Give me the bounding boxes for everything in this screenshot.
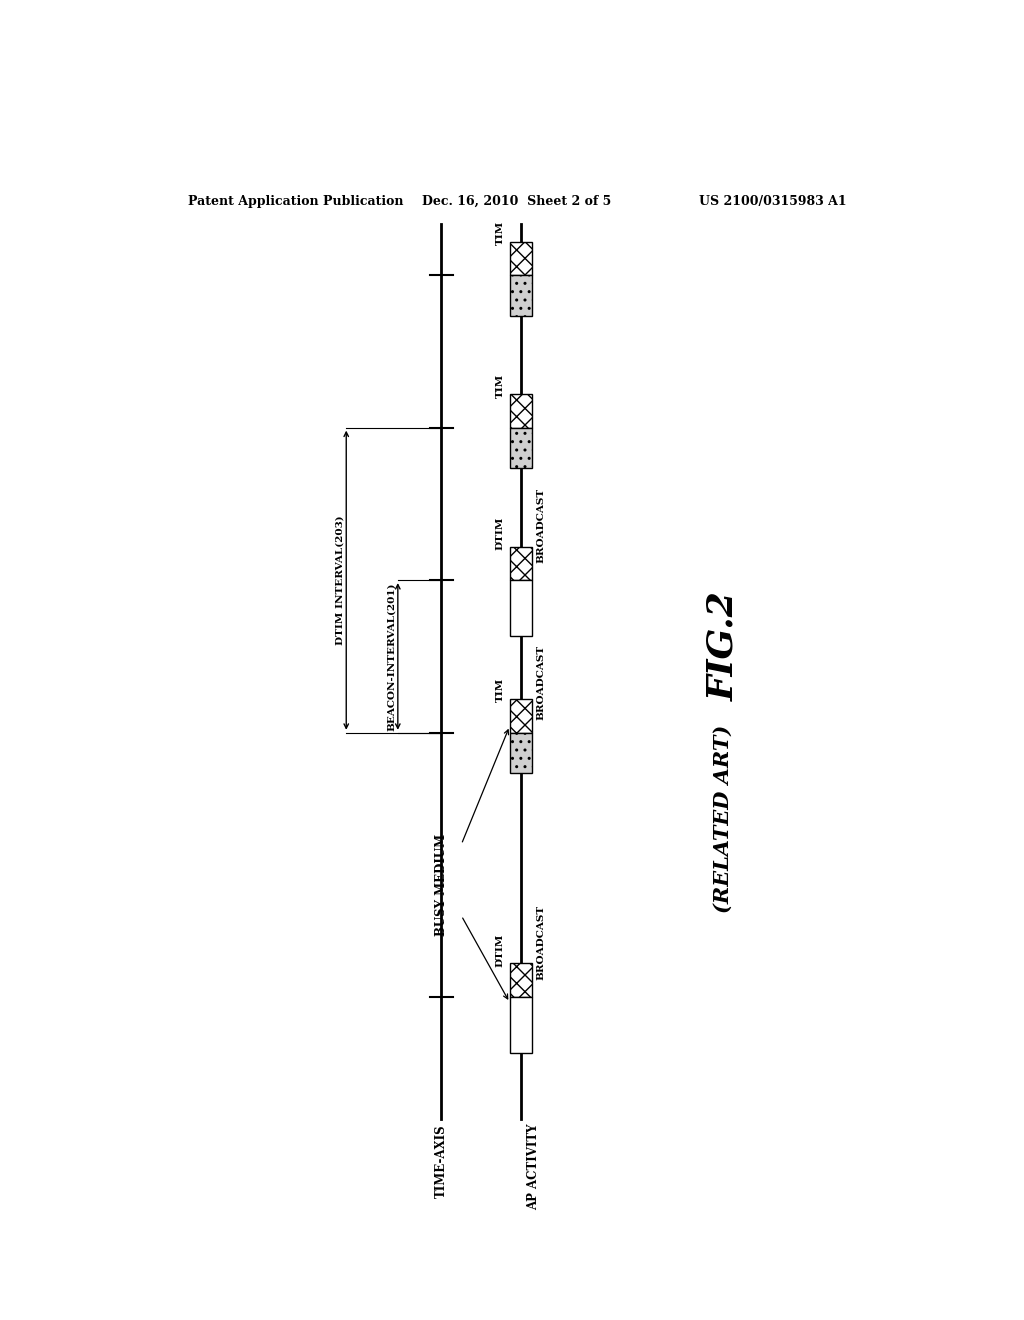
Text: BROADCAST: BROADCAST [537,488,546,564]
Bar [510,733,531,774]
Text: Patent Application Publication: Patent Application Publication [187,194,403,207]
Bar [510,581,531,636]
Text: TIM: TIM [496,374,505,397]
Bar [510,546,531,581]
Bar [510,700,531,733]
Text: BEACON-INTERVAL(201): BEACON-INTERVAL(201) [387,582,396,731]
Text: BROADCAST: BROADCAST [537,645,546,721]
Text: TIME-AXIS: TIME-AXIS [435,1125,447,1197]
Text: DTIM: DTIM [496,516,505,550]
Text: FIG.2: FIG.2 [707,591,740,701]
Bar [510,242,531,276]
Bar [510,964,531,997]
Text: (RELATED ART): (RELATED ART) [713,725,733,913]
Text: DTIM: DTIM [496,933,505,966]
Text: TIM: TIM [496,220,505,246]
Text: AP ACTIVITY: AP ACTIVITY [527,1125,541,1210]
Bar [510,395,531,428]
Text: BUSY MEDIUM: BUSY MEDIUM [435,834,447,936]
Text: Dec. 16, 2010  Sheet 2 of 5: Dec. 16, 2010 Sheet 2 of 5 [422,194,611,207]
Bar [510,276,531,315]
Text: BROADCAST: BROADCAST [537,906,546,981]
Text: TIM: TIM [496,678,505,702]
Bar [510,428,531,469]
Text: DTIM INTERVAL(203): DTIM INTERVAL(203) [336,515,344,645]
Text: US 2100/0315983 A1: US 2100/0315983 A1 [699,194,847,207]
Bar [510,997,531,1053]
